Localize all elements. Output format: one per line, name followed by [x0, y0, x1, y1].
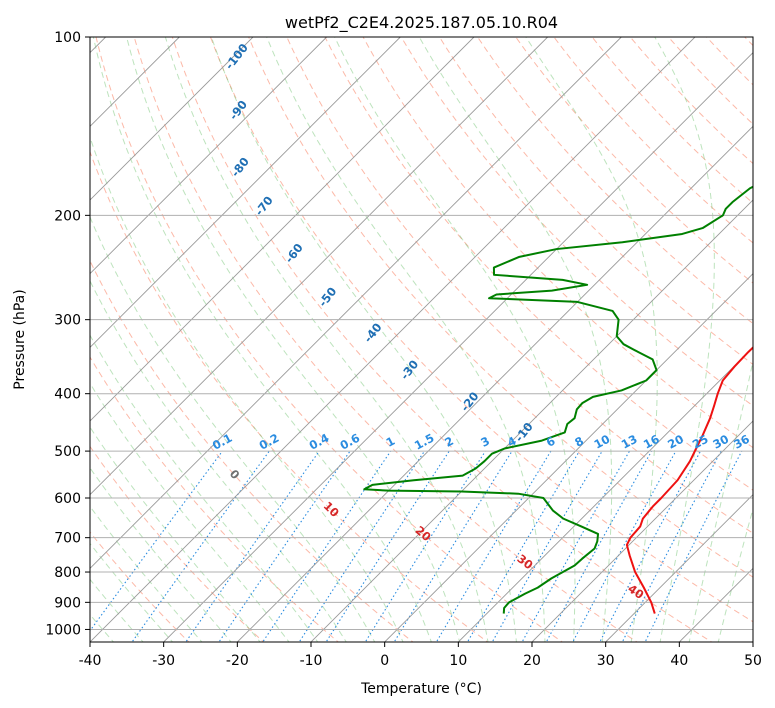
x-tick-label: -10: [300, 653, 323, 669]
isotherm-line: [237, 125, 753, 642]
x-axis: -40 -30 -20 -10 0 10 20 30 40 50: [79, 642, 762, 669]
moist-adiabat-line: [90, 467, 232, 642]
x-tick-label: -40: [79, 653, 102, 669]
moist-adiabat-line: [90, 382, 290, 642]
x-tick-label: 30: [597, 653, 615, 669]
dewpoint-profile-line: [363, 185, 753, 614]
moist-adiabat-line: [164, 37, 489, 642]
x-tick-label: -30: [152, 653, 175, 669]
mixing-ratio-line: [393, 450, 513, 642]
y-tick-label: 700: [54, 531, 81, 547]
temperature-profile-line: [625, 346, 753, 614]
mixing-ratio-line: [325, 450, 450, 642]
moist-adiabat-line: [92, 37, 432, 642]
mixing-ratio-line: [572, 450, 677, 642]
y-tick-label: 100: [54, 30, 81, 46]
moist-adiabat-line: [90, 505, 203, 642]
dry-adiabat-line: [90, 259, 414, 642]
mixing-ratio-label: 25: [690, 432, 711, 452]
mixing-ratio-label: 36: [731, 432, 752, 452]
y-tick-label: 900: [54, 595, 81, 611]
moist-adiabat-line: [525, 37, 658, 642]
isotherm-line: [163, 52, 753, 642]
mixing-ratio-line: [90, 450, 223, 632]
isotherm-line: [90, 37, 622, 569]
isotherms: [90, 37, 753, 642]
isotherm-line: [90, 37, 548, 496]
y-tick-label: 800: [54, 565, 81, 581]
isotherm-line: [310, 199, 753, 642]
x-axis-label: Temperature (°C): [360, 681, 482, 697]
mixing-ratio-label: 30: [710, 432, 731, 452]
isotherm-line: [90, 37, 475, 422]
moist-adiabat-line: [126, 37, 461, 642]
y-axis: 100 200 300 400 500 600 700 800 900 1000: [45, 30, 90, 638]
profile-series: [363, 185, 753, 614]
moist-adiabat-line: [90, 215, 376, 642]
mixing-ratio-line: [218, 450, 351, 642]
isotherm-line: [458, 346, 753, 642]
moist-adiabat-line: [210, 37, 517, 642]
y-tick-label: 1000: [45, 622, 81, 638]
moist-adiabat-line: [654, 37, 715, 642]
isotherm-line: [90, 37, 696, 642]
moist-adiabat-line: [90, 578, 144, 642]
mixing-ratio-label: 20: [665, 432, 686, 452]
moist-adiabat-line: [688, 358, 753, 642]
dry-adiabat-line: [90, 150, 489, 642]
x-tick-label: 20: [523, 653, 541, 669]
moist-adiabat-line: [90, 542, 174, 642]
mixing-ratio-label: 10: [592, 432, 613, 452]
mixing-ratio-line: [364, 450, 486, 642]
x-tick-label: -20: [226, 653, 249, 669]
y-tick-label: 500: [54, 444, 81, 460]
y-tick-label: 300: [54, 313, 81, 329]
isotherm-line: [384, 273, 753, 642]
mixing-ratio-line: [298, 450, 425, 642]
moist-adiabat-line: [334, 37, 576, 642]
mixing-ratio-line: [131, 450, 270, 642]
mixing-ratio-line: [262, 450, 392, 642]
isobar-grid: [90, 37, 753, 630]
isotherm-line: [90, 37, 401, 348]
mixing-ratio-line: [185, 450, 320, 642]
mixing-ratio-line: [621, 450, 722, 642]
moist-adiabat-line: [90, 279, 347, 642]
plot-frame: [89, 36, 754, 643]
plot-background: [90, 37, 753, 642]
mixing-ratio-line: [599, 450, 702, 642]
mixing-ratio-label: 16: [641, 432, 662, 452]
x-tick-label: 0: [380, 653, 389, 669]
isotherm-line: [90, 37, 327, 275]
isotherm-line: [531, 420, 753, 642]
x-tick-label: 50: [744, 653, 762, 669]
x-tick-label: 40: [670, 653, 688, 669]
x-tick-label: 10: [449, 653, 467, 669]
moist-adiabat-line: [418, 37, 613, 642]
moist-adiabat-line: [90, 135, 404, 642]
isotherm-line: [605, 494, 753, 642]
moist-adiabats: [90, 37, 753, 642]
y-axis-label: Pressure (hPa): [12, 289, 28, 389]
isotherm-line: [90, 37, 254, 201]
mixing-ratio-line: [466, 450, 580, 642]
chart-title: wetPf2_C2E4.2025.187.05.10.R04: [285, 13, 558, 33]
mixing-ratio-label: 13: [619, 432, 640, 452]
y-tick-label: 200: [54, 208, 81, 224]
y-tick-label: 400: [54, 387, 81, 403]
moist-adiabat-line: [266, 37, 546, 642]
moist-adiabat-line: [90, 334, 319, 642]
moist-adiabat-line: [90, 426, 261, 642]
mixing-ratio-lines: [90, 450, 743, 642]
y-tick-label: 600: [54, 491, 81, 507]
